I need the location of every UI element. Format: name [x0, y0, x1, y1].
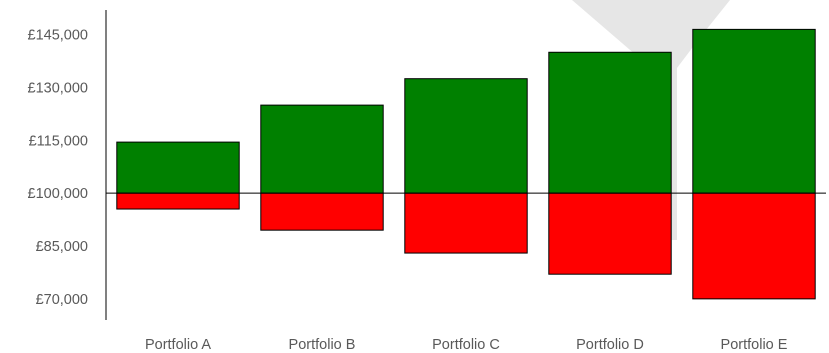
y-tick-label: £145,000 [28, 28, 88, 44]
gain-bar [260, 104, 384, 194]
x-tick-label: Portfolio B [289, 337, 356, 353]
loss-bar [116, 192, 240, 210]
y-axis-ticks: £70,000 £85,000 £100,000 £115,000 £130,000 £1… [28, 28, 88, 308]
x-tick-label: Portfolio A [145, 337, 211, 353]
bars [116, 28, 816, 300]
y-tick-label: £130,000 [28, 81, 88, 97]
loss-bar [548, 192, 672, 275]
y-tick-label: £85,000 [36, 239, 88, 255]
loss-bar [692, 192, 816, 300]
loss-bar [260, 192, 384, 231]
x-axis-ticks: Portfolio A Portfolio B Portfolio C Portfol… [145, 337, 788, 353]
x-tick-label: Portfolio D [576, 337, 644, 353]
loss-bar [404, 192, 528, 254]
gain-bar [116, 141, 240, 194]
y-tick-label: £70,000 [36, 292, 88, 308]
gain-bar [692, 28, 816, 194]
y-tick-label: £115,000 [29, 133, 88, 149]
x-tick-label: Portfolio C [432, 337, 500, 353]
gain-bar [404, 78, 528, 194]
gain-bar [548, 51, 672, 194]
axes [105, 10, 826, 320]
x-tick-label: Portfolio E [721, 337, 788, 353]
y-tick-label: £100,000 [28, 186, 88, 202]
